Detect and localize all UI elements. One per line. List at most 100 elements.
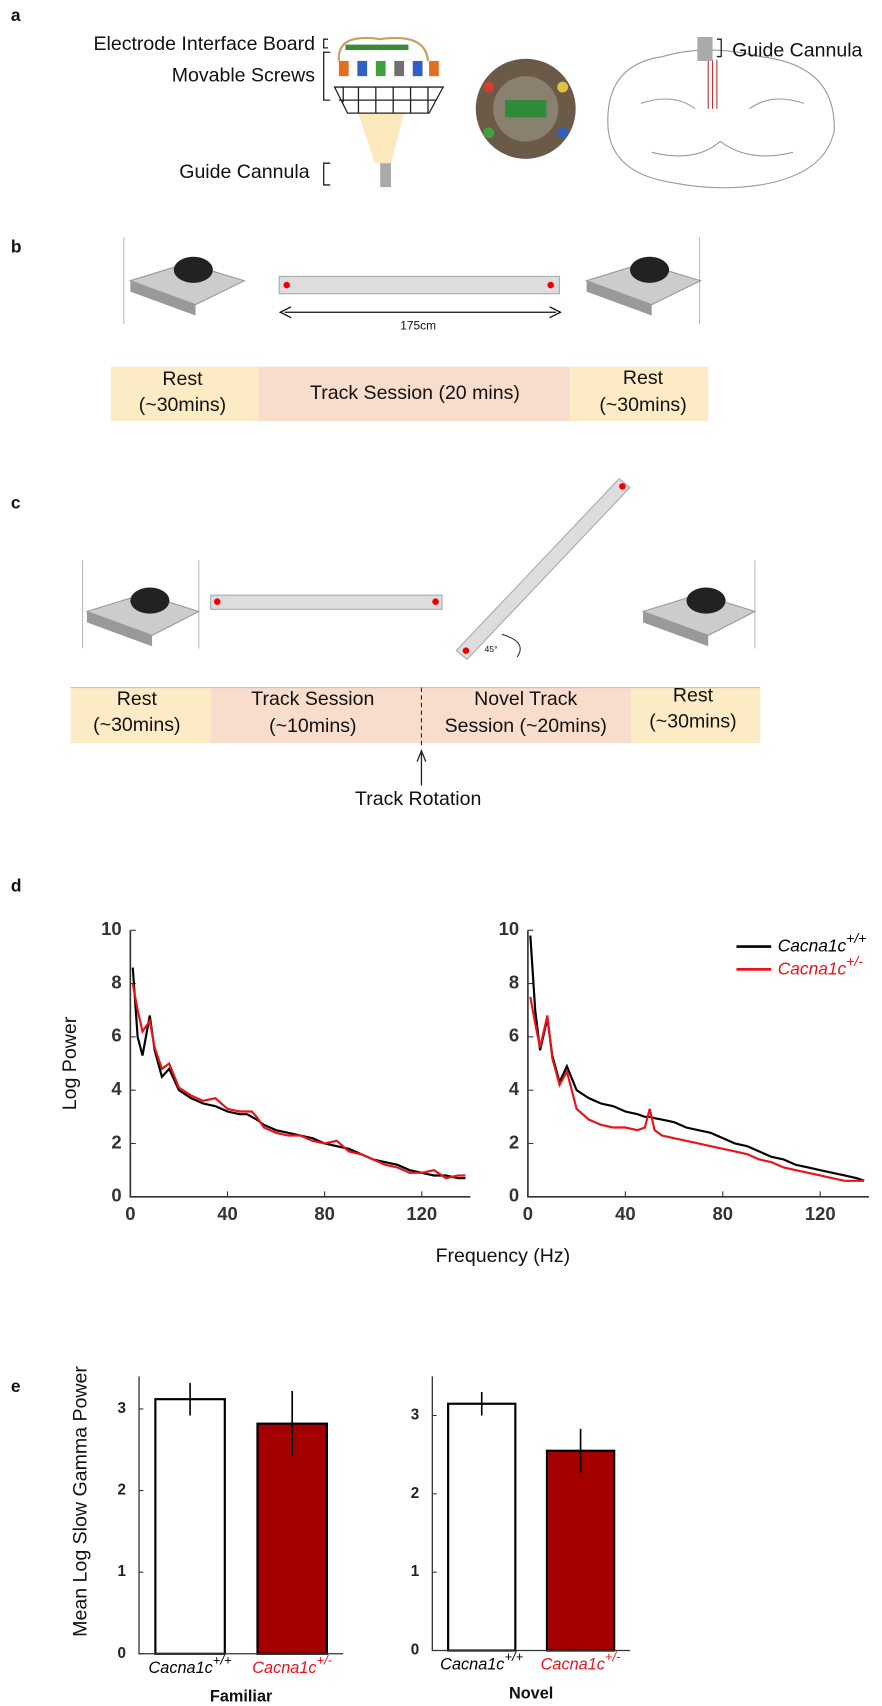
platform-side [86, 611, 153, 647]
x-axis-label: Frequency (Hz) [436, 1245, 571, 1267]
wire [337, 36, 430, 62]
label: (~10mins) [269, 715, 356, 737]
phase-box [210, 687, 422, 744]
reward [283, 281, 291, 289]
x-axis-label: Familiar [210, 1688, 273, 1706]
y-tick-label: 1 [411, 1563, 420, 1580]
label: Session (~20mins) [445, 715, 607, 737]
label: (~30mins) [139, 394, 226, 416]
x-tick-label: 80 [314, 1203, 335, 1224]
label: 175cm [400, 319, 436, 333]
label: (~30mins) [599, 394, 686, 416]
y-tick-label: 6 [509, 1025, 519, 1046]
cage [333, 86, 445, 114]
platform [584, 262, 703, 306]
reward [432, 598, 439, 605]
x-tick-label: 120 [805, 1203, 836, 1224]
x-tick-label: Cacna1c+/+ [440, 1650, 523, 1675]
y-axis-label: Log Power [59, 1016, 81, 1110]
photo-dot [557, 81, 569, 93]
label: Guide Cannula [732, 39, 862, 61]
platform [641, 593, 757, 636]
platform-side [586, 280, 652, 316]
track [278, 275, 560, 295]
rat [173, 256, 213, 283]
label: Track Session (20 mins) [310, 382, 520, 404]
x-tick-label: 40 [217, 1203, 238, 1224]
photo-dot [557, 127, 569, 139]
y-tick-label: 2 [411, 1485, 419, 1502]
reward [619, 483, 626, 490]
track [455, 477, 631, 661]
connector [412, 60, 423, 77]
board [345, 44, 409, 51]
y-tick-label: 2 [111, 1131, 121, 1152]
label: Guide Cannula [179, 161, 309, 183]
connector [394, 60, 405, 77]
y-tick-label: 0 [111, 1185, 121, 1206]
connector [357, 60, 368, 77]
bar [545, 1449, 616, 1652]
rat [630, 256, 670, 283]
label: Track Rotation [355, 788, 481, 810]
reward [213, 598, 221, 605]
connector [375, 60, 386, 77]
rat [130, 587, 170, 614]
panel-label: a [11, 5, 21, 25]
y-tick-label: 2 [509, 1131, 519, 1152]
arrow [278, 306, 562, 319]
series-line [529, 996, 865, 1182]
brain-outline [607, 49, 835, 189]
x-tick-label: 0 [125, 1203, 135, 1224]
label: Rest [623, 367, 664, 389]
label: Novel Track [474, 688, 577, 710]
y-tick-label: 4 [111, 1078, 122, 1099]
bracket [323, 38, 331, 186]
phase-box [70, 687, 211, 744]
bar [256, 1422, 328, 1655]
panel-label: d [11, 875, 22, 895]
y-tick-label: 0 [118, 1645, 126, 1662]
axis [129, 930, 471, 1198]
connector [338, 60, 349, 77]
cone [358, 113, 405, 164]
y-tick-label: 2 [118, 1482, 126, 1499]
label: Track Session [251, 688, 374, 710]
label: Rest [673, 684, 714, 706]
photo-dot [483, 127, 495, 139]
x-tick-label: Cacna1c+/+ [149, 1653, 232, 1678]
x-tick-label: 40 [615, 1203, 636, 1224]
label: Electrode Interface Board [94, 33, 315, 55]
brain-detail [640, 98, 804, 157]
label: Movable Screws [172, 64, 316, 86]
phase-box [631, 687, 761, 744]
legend-label: Cacna1c+/- [778, 952, 863, 978]
y-axis-label: Mean Log Slow Gamma Power [70, 1366, 92, 1637]
platform [85, 593, 201, 636]
phase-box [258, 366, 571, 422]
series-line [131, 983, 466, 1180]
label: (~30mins) [649, 711, 736, 733]
rat [686, 587, 726, 614]
phase-box [570, 366, 709, 422]
phase-box [110, 366, 259, 422]
arrow [416, 748, 427, 786]
photo-board [505, 100, 547, 118]
x-tick-label: 0 [523, 1203, 533, 1224]
y-tick-label: 3 [411, 1407, 419, 1424]
axis [431, 1376, 630, 1652]
axis [138, 1376, 344, 1655]
panel-label: e [11, 1376, 21, 1396]
angle-arc [501, 633, 521, 658]
y-tick-label: 10 [499, 918, 520, 939]
x-tick-label: Cacna1c+/- [252, 1653, 332, 1678]
x-axis-label: Novel [509, 1684, 553, 1702]
y-tick-label: 3 [118, 1400, 126, 1417]
reward [547, 281, 554, 289]
y-tick-label: 6 [111, 1025, 121, 1046]
platform-side [130, 280, 196, 316]
x-tick-label: 80 [713, 1203, 734, 1224]
axis [527, 930, 869, 1198]
